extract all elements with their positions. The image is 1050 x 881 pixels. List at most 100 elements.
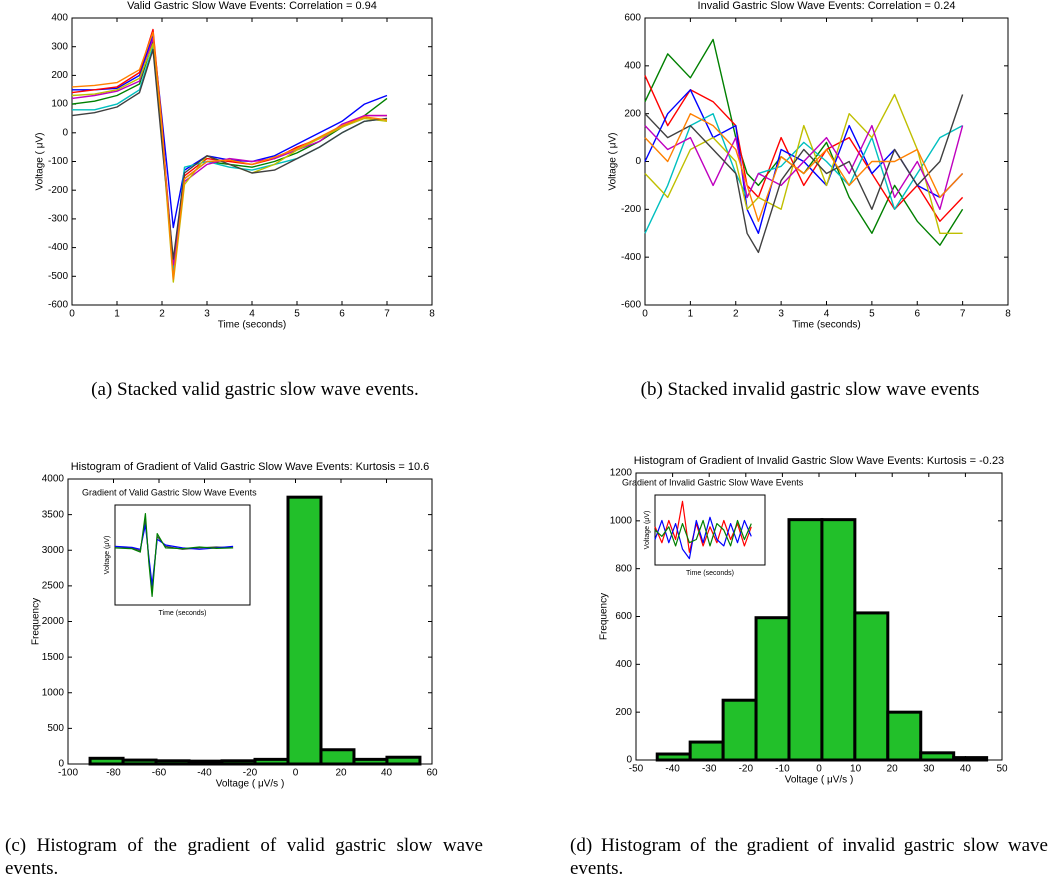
- inset-x-label: Time (seconds): [159, 610, 207, 617]
- y-tick-label: 100: [51, 99, 68, 110]
- x-tick-label: 4: [824, 309, 830, 320]
- y-tick-label: -600: [48, 300, 68, 311]
- y-tick-label: 1000: [42, 687, 65, 698]
- y-tick-label: -200: [621, 204, 641, 215]
- series-line: [654, 519, 752, 547]
- x-tick-label: 6: [914, 309, 920, 320]
- y-tick-label: -400: [621, 252, 641, 263]
- histogram-bar: [688, 740, 725, 762]
- series-line: [71, 48, 388, 260]
- y-tick-label: -300: [48, 214, 68, 225]
- histogram-bar: [220, 759, 257, 766]
- x-tick-label: 10: [850, 764, 862, 775]
- y-axis-label: Voltage ( μV): [35, 132, 46, 190]
- x-tick-label: 50: [996, 764, 1008, 775]
- series-line: [644, 113, 964, 222]
- histogram-bar: [187, 759, 224, 766]
- y-axis-label: Frequency: [31, 598, 42, 645]
- x-tick-label: -20: [243, 768, 258, 779]
- y-tick-label: 3500: [42, 509, 65, 520]
- x-tick-label: 30: [923, 764, 935, 775]
- x-tick-label: -30: [702, 764, 717, 775]
- x-tick-label: 40: [960, 764, 972, 775]
- x-tick-label: -20: [739, 764, 754, 775]
- series-line: [644, 124, 964, 210]
- y-tick-label: -600: [621, 300, 641, 311]
- y-tick-label: 600: [615, 611, 632, 622]
- series-line: [71, 37, 387, 266]
- y-tick-label: 0: [58, 759, 64, 770]
- chart-title: Invalid Gastric Slow Wave Events: Correl…: [698, 0, 956, 12]
- x-tick-label: 6: [339, 309, 345, 320]
- y-axis-label: Voltage ( μV): [608, 132, 619, 190]
- histogram-bar: [919, 751, 956, 762]
- histogram-bar: [319, 748, 356, 766]
- y-tick-label: 0: [62, 127, 68, 138]
- histogram-bar: [88, 756, 125, 766]
- x-tick-label: 3: [204, 309, 210, 320]
- caption: (c) Histogram of the gradient of valid g…: [5, 835, 483, 879]
- x-tick-label: 20: [335, 768, 347, 779]
- x-tick-label: 0: [293, 768, 299, 779]
- x-tick-label: 20: [887, 764, 899, 775]
- x-tick-label: 1: [688, 309, 694, 320]
- histogram-bar: [253, 757, 290, 766]
- x-tick-label: -40: [197, 768, 212, 779]
- y-tick-label: 4000: [42, 474, 65, 485]
- chart-title: Histogram of Gradient of Invalid Gastric…: [634, 455, 1004, 467]
- histogram-bar: [952, 756, 989, 762]
- y-tick-label: 2500: [42, 581, 65, 592]
- histogram-bar: [754, 616, 791, 762]
- x-tick-label: 4: [249, 309, 255, 320]
- x-tick-label: -40: [665, 764, 680, 775]
- x-tick-label: -60: [152, 768, 167, 779]
- histogram-bar: [886, 710, 923, 762]
- x-axis-label: Time (seconds): [792, 320, 861, 331]
- y-tick-label: 200: [51, 70, 68, 81]
- y-tick-label: 200: [615, 707, 632, 718]
- y-tick-label: 1200: [610, 468, 633, 479]
- histogram-bar: [820, 518, 857, 762]
- y-tick-label: -400: [48, 242, 68, 253]
- y-tick-label: 1500: [42, 652, 65, 663]
- y-tick-label: -200: [48, 185, 68, 196]
- y-tick-label: 200: [624, 108, 641, 119]
- inset-y-label: Voltage (μV): [104, 536, 111, 575]
- y-tick-label: 3000: [42, 545, 65, 556]
- x-tick-label: -10: [775, 764, 790, 775]
- x-tick-label: 5: [869, 309, 875, 320]
- x-tick-label: 40: [381, 768, 393, 779]
- histogram-bar: [121, 758, 158, 766]
- y-tick-label: 400: [624, 60, 641, 71]
- histogram-bar: [655, 752, 692, 762]
- series-line: [644, 75, 964, 222]
- y-tick-label: 400: [51, 13, 68, 24]
- x-tick-label: 7: [384, 309, 390, 320]
- series-line: [71, 31, 388, 280]
- y-tick-label: 800: [615, 563, 632, 574]
- x-tick-label: 8: [1005, 309, 1011, 320]
- x-tick-label: 2: [159, 309, 165, 320]
- histogram-bar: [352, 757, 389, 766]
- histogram-bar: [853, 611, 890, 762]
- x-axis-label: Voltage ( μV/s ): [785, 775, 854, 786]
- x-tick-label: 8: [429, 309, 435, 320]
- x-axis-label: Time (seconds): [218, 320, 287, 331]
- series-line: [114, 513, 234, 597]
- series-line: [644, 93, 963, 234]
- caption: (d) Histogram of the gradient of invalid…: [570, 835, 1048, 879]
- inset-y-label: Voltage (μV): [644, 511, 651, 550]
- y-tick-label: 0: [626, 755, 632, 766]
- histogram-bar: [721, 698, 758, 762]
- inset-title: Gradient of Valid Gastric Slow Wave Even…: [82, 487, 257, 497]
- histogram-bar: [154, 759, 191, 766]
- y-tick-label: 400: [615, 659, 632, 670]
- x-tick-label: 1: [114, 309, 120, 320]
- inset-title: Gradient of Invalid Gastric Slow Wave Ev…: [622, 477, 804, 487]
- x-axis-label: Voltage ( μV/s ): [216, 779, 285, 790]
- x-tick-label: 0: [69, 309, 75, 320]
- chart-title: Histogram of Gradient of Valid Gastric S…: [71, 461, 430, 473]
- caption: (b) Stacked invalid gastric slow wave ev…: [640, 379, 980, 400]
